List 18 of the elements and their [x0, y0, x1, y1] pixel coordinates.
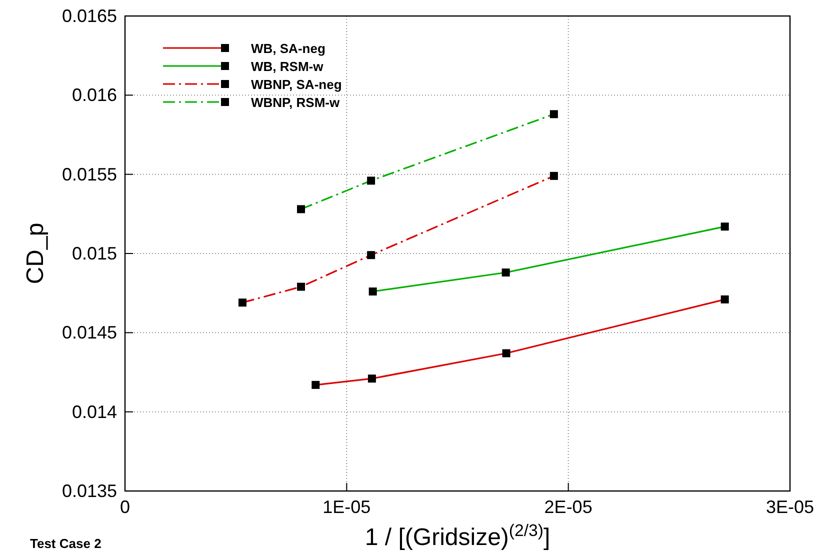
y-tick-label: 0.015 — [72, 244, 117, 264]
y-tick-label: 0.0165 — [62, 6, 117, 26]
x-tick-label: 2E-05 — [544, 497, 592, 517]
x-axis-title: 1 / [(Gridsize)$^{(2/3)}$] — [364, 520, 550, 551]
legend-label: WB, RSM-w — [251, 59, 324, 74]
y-tick-label: 0.016 — [72, 85, 117, 106]
text: Test Case 2 — [30, 536, 102, 551]
y-axis-title: CD_p — [22, 222, 49, 284]
legend-label: WBNP, RSM-w — [251, 95, 340, 110]
x-tick-label: 0 — [120, 497, 130, 517]
y-tick-label: 0.014 — [72, 402, 117, 422]
legend-label: WBNP, SA-neg — [251, 77, 342, 92]
x-tick-label: 1E-05 — [322, 497, 371, 517]
y-tick-label: 0.0155 — [62, 164, 117, 184]
legend-label: WB, SA-neg — [251, 41, 326, 56]
y-tick-label: 0.0145 — [62, 322, 117, 343]
y-tick-label: 0.0135 — [62, 481, 117, 501]
x-tick-label: 3E-05 — [766, 497, 814, 517]
